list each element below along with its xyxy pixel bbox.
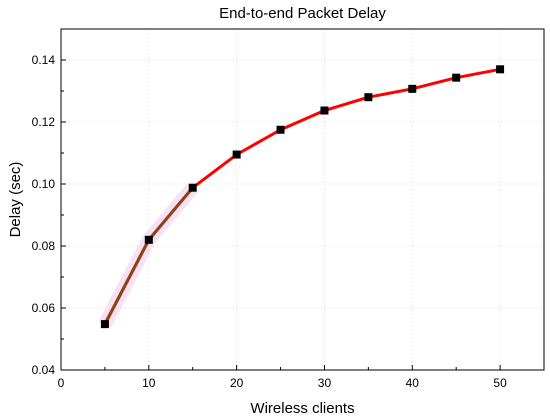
series-line (103, 67, 501, 325)
x-tick-label: 20 (230, 376, 244, 390)
y-axis-title: Delay (sec) (7, 162, 24, 238)
y-tick-label: 0.10 (32, 177, 56, 191)
data-point-marker (496, 65, 505, 74)
x-tick-label: 10 (142, 376, 156, 390)
data-point-marker (320, 106, 329, 115)
y-tick-label: 0.04 (32, 363, 56, 377)
axis-ticks: 0 10 20 30 40 50 0.04 0.06 0.08 0.10 0.12 0.14 (32, 53, 507, 390)
data-point-marker (188, 183, 197, 192)
data-point-marker (144, 235, 153, 244)
x-tick-label: 50 (493, 376, 507, 390)
data-point-marker (232, 150, 241, 159)
x-tick-label: 30 (318, 376, 332, 390)
chart-title: End-to-end Packet Delay (219, 5, 386, 22)
series-highlight (98, 183, 199, 328)
data-point-marker (452, 73, 461, 82)
y-tick-label: 0.12 (32, 115, 56, 129)
x-tick-label: 40 (406, 376, 420, 390)
y-tick-label: 0.08 (32, 239, 56, 253)
series-layer (98, 65, 505, 329)
grid (61, 29, 544, 370)
data-point-marker (100, 320, 109, 329)
y-tick-label: 0.06 (32, 301, 56, 315)
x-axis-title: Wireless clients (250, 400, 354, 417)
data-point-marker (276, 125, 285, 134)
plot-area-frame (60, 28, 545, 371)
data-point-marker (408, 84, 417, 93)
data-point-marker (364, 93, 373, 102)
x-tick-label: 0 (58, 376, 65, 390)
y-tick-label: 0.14 (32, 53, 56, 67)
